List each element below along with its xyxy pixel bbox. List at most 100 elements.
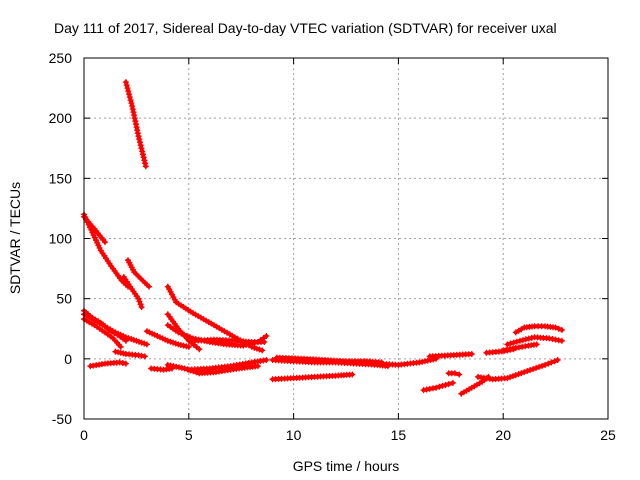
data-point-marker [138,304,145,311]
data-point-marker [124,85,131,92]
data-point-marker [142,160,149,167]
data-point-marker [122,360,129,367]
axis-ticks: 0 5 10 15 20 25 -50 0 50 100 150 200 250 [49,50,616,443]
data-point-marker [552,324,559,331]
data-point-marker [256,346,263,353]
data-point-marker [138,339,145,346]
data-point-marker [456,371,463,378]
data-point-marker [445,381,452,388]
y-tick-label: 100 [49,231,73,247]
data-point-marker [525,335,532,342]
data-point-marker [131,115,138,122]
x-axis-title: GPS time / hours [293,458,400,474]
series-arc-04 [125,257,152,290]
data-point-marker [507,374,514,381]
data-point-marker [136,136,143,143]
data-point-marker [185,343,192,350]
data-point-marker [512,372,519,379]
data-point-marker [187,334,194,341]
data-point-marker [524,368,531,374]
series-arc-13 [148,365,175,373]
data-point-marker [510,339,517,346]
data-point-marker [127,97,134,104]
data-point-marker [143,341,150,348]
data-point-marker [181,365,188,372]
data-point-marker [539,362,546,369]
x-tick-label: 0 [80,427,88,443]
series-arc-11 [87,359,129,370]
data-point-marker [139,151,146,158]
x-tick-label: 5 [185,427,193,443]
data-point-marker [146,283,152,290]
y-tick-label: 150 [49,170,73,186]
series-arc-20 [273,354,385,366]
data-point-marker [137,142,144,149]
x-tick-label: 10 [286,427,302,443]
chart-title: Day 111 of 2017, Sidereal Day-to-day VTE… [54,20,557,36]
data-point-marker [175,329,182,336]
data-point-marker [134,127,141,134]
data-point-marker [533,341,540,348]
data-point-marker [196,346,203,353]
data-point-marker [136,298,143,305]
data-point-marker [555,325,562,332]
data-point-marker [530,366,537,372]
data-point-marker [554,357,561,363]
data-point-marker [528,334,535,341]
data-point-marker [139,148,146,155]
data-point-marker [137,301,144,308]
data-point-marker [184,333,191,339]
data-point-marker [433,384,440,391]
data-point-marker [125,335,132,342]
data-point-marker [551,358,558,365]
series-arc-22 [374,355,440,368]
series-arc-29 [500,341,540,354]
data-point-marker [141,353,148,360]
data-point-marker [349,371,356,378]
data-point-marker [126,91,133,98]
data-point-marker [436,383,443,390]
data-point-marker [504,341,511,348]
data-point-marker [141,157,148,164]
series-arc-31 [504,334,565,348]
data-point-marker [135,295,142,302]
data-point-marker [151,331,158,338]
x-tick-label: 15 [391,427,407,443]
grid [84,58,608,419]
x-tick-label: 20 [495,427,511,443]
data-point-marker [128,100,135,107]
data-point-marker [558,327,565,333]
y-tick-label: -50 [52,411,72,427]
data-point-marker [142,163,149,170]
data-point-marker [164,337,171,344]
data-point-marker [112,329,119,336]
series-arc-21 [269,371,356,383]
data-point-marker [517,337,523,344]
data-point-marker [515,371,522,378]
y-tick-label: 0 [64,351,72,367]
data-point-marker [519,337,526,344]
data-point-marker [181,331,188,338]
y-tick-label: 250 [49,50,73,66]
data-point-marker [125,88,132,95]
series-arc-09 [81,311,150,348]
series-arc-28 [475,357,561,383]
y-axis-title: SDTVAR / TECUs [7,182,23,294]
data-point-marker [533,364,540,371]
data-point-marker [140,154,147,161]
y-tick-label: 200 [49,110,73,126]
x-tick-label: 25 [600,427,616,443]
data-point-marker [135,133,142,140]
series-arc-10 [112,348,148,360]
data-point-marker [468,351,475,357]
series-arc-23 [426,351,475,360]
data-point-marker [261,339,268,345]
data-point-marker [536,363,543,370]
data-point-marker [558,337,565,344]
data-point-marker [263,357,270,363]
y-tick-label: 50 [56,291,72,307]
data-point-marker [545,360,552,367]
data-point-marker [452,370,458,377]
